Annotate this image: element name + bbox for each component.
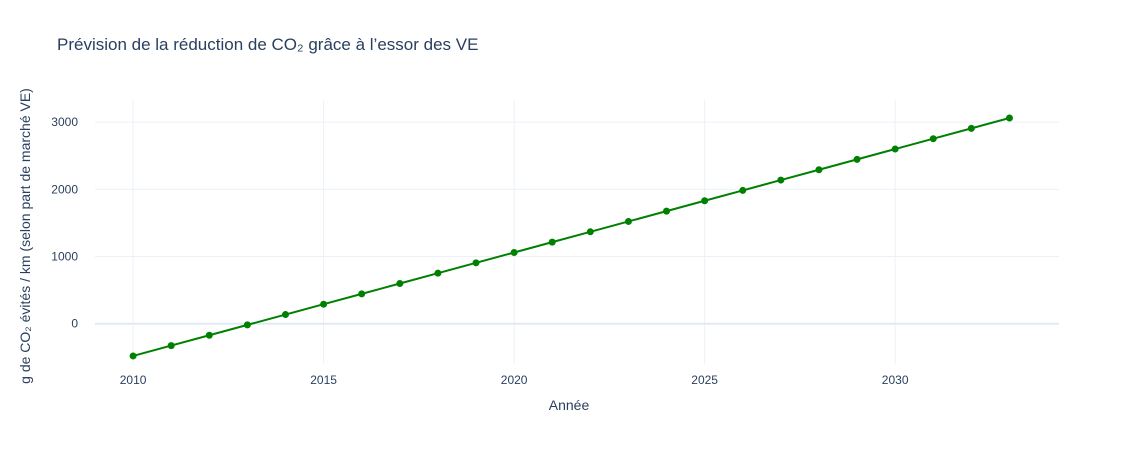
x-tick-label: 2010	[120, 373, 147, 387]
data-point[interactable]	[510, 248, 518, 256]
data-point[interactable]	[434, 269, 442, 277]
x-tick-label: 2025	[691, 373, 718, 387]
data-point[interactable]	[320, 300, 328, 308]
y-tick-label: 3000	[51, 115, 78, 129]
data-point[interactable]	[396, 280, 404, 288]
data-point[interactable]	[167, 342, 175, 350]
data-point[interactable]	[777, 176, 785, 184]
data-point[interactable]	[282, 311, 290, 319]
series-line	[132, 117, 1010, 357]
series-layer	[129, 114, 1013, 360]
data-point[interactable]	[472, 259, 480, 267]
y-tick-label: 2000	[51, 182, 78, 196]
x-tick-label: 2030	[882, 373, 909, 387]
chart-title: Prévision de la réduction de CO₂ grâce à…	[57, 35, 478, 54]
data-point[interactable]	[853, 155, 861, 163]
data-point[interactable]	[967, 124, 975, 132]
axis-layer: 2010 2015 2020 2025 2030 0 1000 2000 3000	[51, 115, 909, 387]
data-point[interactable]	[815, 166, 823, 174]
data-point[interactable]	[891, 145, 899, 153]
data-point[interactable]	[129, 352, 137, 360]
data-point[interactable]	[243, 321, 251, 329]
data-point[interactable]	[1005, 114, 1013, 122]
y-axis-title: g de CO₂ évités / km (selon part de marc…	[17, 88, 33, 384]
x-tick-label: 2015	[310, 373, 337, 387]
data-point[interactable]	[586, 228, 594, 236]
x-axis-title: Année	[549, 397, 590, 413]
y-tick-label: 0	[71, 317, 78, 331]
data-point[interactable]	[701, 197, 709, 205]
data-point[interactable]	[739, 186, 747, 194]
y-tick-label: 1000	[51, 250, 78, 264]
data-point[interactable]	[663, 207, 671, 215]
data-point[interactable]	[624, 217, 632, 225]
data-point[interactable]	[205, 331, 213, 339]
data-point[interactable]	[358, 290, 366, 298]
x-tick-label: 2020	[501, 373, 528, 387]
data-point[interactable]	[929, 135, 937, 143]
data-point[interactable]	[548, 238, 556, 246]
